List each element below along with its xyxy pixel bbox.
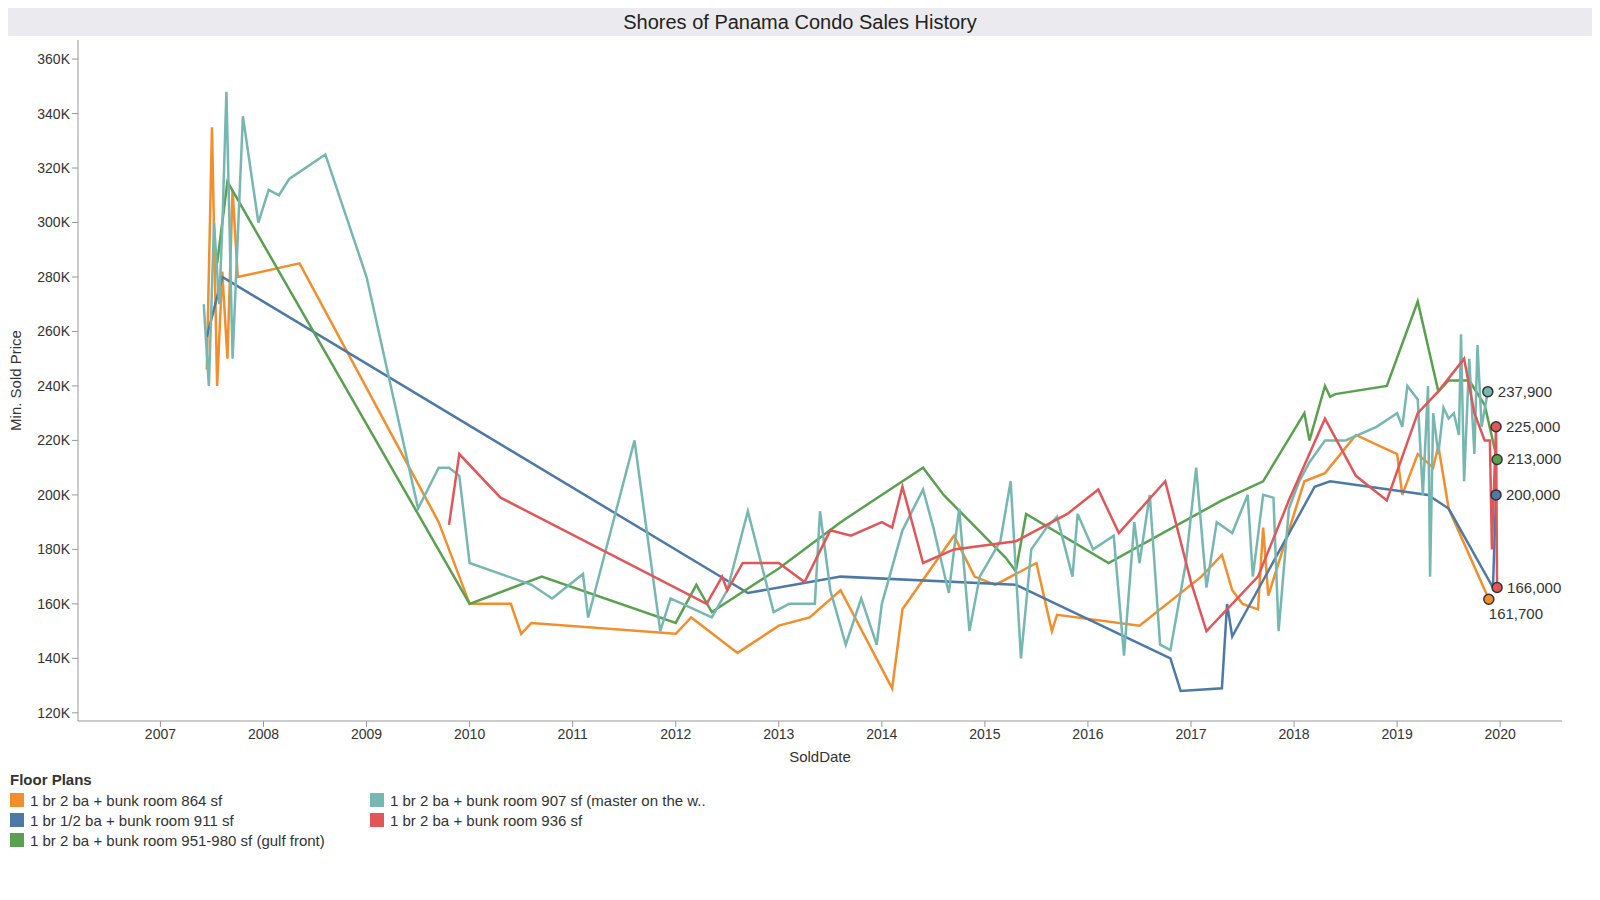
svg-text:2014: 2014 (866, 726, 897, 742)
svg-text:2011: 2011 (558, 726, 588, 742)
html-text:1 br 2 ba + bunk room 864 sf: 1 br 2 ba + bunk room 864 sf (30, 791, 223, 809)
svg-text:237,900: 237,900 (1498, 383, 1552, 400)
svg-text:160K: 160K (37, 596, 70, 612)
svg-text:225,000: 225,000 (1506, 418, 1560, 435)
svg-text:280K: 280K (37, 269, 70, 285)
svg-text:2015: 2015 (969, 726, 1000, 742)
svg-text:200K: 200K (37, 487, 70, 503)
svg-text:2012: 2012 (660, 726, 691, 742)
svg-text:120K: 120K (37, 705, 70, 721)
svg-text:2019: 2019 (1382, 726, 1413, 742)
html-text:1 br 2 ba + bunk room 951-980: 1 br 2 ba + bunk room 951-980 sf (gulf f… (30, 831, 325, 849)
svg-text:166,000: 166,000 (1507, 579, 1561, 596)
html-text:1 br 2 ba + bunk room 936 sf: 1 br 2 ba + bunk room 936 sf (390, 811, 583, 829)
svg-text:Min. Sold Price: Min. Sold Price (8, 330, 24, 431)
svg-text:2010: 2010 (454, 726, 485, 742)
svg-text:2009: 2009 (351, 726, 382, 742)
svg-text:300K: 300K (37, 214, 70, 230)
html-text:Floor Plans: Floor Plans (10, 771, 92, 788)
html-text:Shores of Panama Condo Sales H: Shores of Panama Condo Sales History (623, 11, 977, 33)
svg-text:360K: 360K (37, 51, 70, 67)
svg-text:200,000: 200,000 (1506, 486, 1560, 503)
svg-text:2017: 2017 (1175, 726, 1206, 742)
svg-text:220K: 220K (37, 432, 70, 448)
svg-text:2016: 2016 (1072, 726, 1103, 742)
svg-text:2013: 2013 (763, 726, 794, 742)
svg-text:2020: 2020 (1485, 726, 1516, 742)
svg-text:140K: 140K (37, 650, 70, 666)
html-text:1 br 2 ba + bunk room 907 sf (: 1 br 2 ba + bunk room 907 sf (master on … (390, 791, 706, 809)
svg-text:213,000: 213,000 (1507, 450, 1561, 467)
svg-text:2008: 2008 (248, 726, 279, 742)
svg-text:340K: 340K (37, 106, 70, 122)
svg-text:2007: 2007 (145, 726, 176, 742)
svg-text:2018: 2018 (1278, 726, 1309, 742)
svg-text:320K: 320K (37, 160, 70, 176)
svg-text:180K: 180K (37, 541, 70, 557)
svg-text:161,700: 161,700 (1489, 605, 1543, 622)
svg-text:260K: 260K (37, 323, 70, 339)
html-text:1 br 1/2 ba + bunk room 911 sf: 1 br 1/2 ba + bunk room 911 sf (30, 811, 234, 829)
svg-text:240K: 240K (37, 378, 70, 394)
svg-text:SoldDate: SoldDate (789, 748, 851, 765)
